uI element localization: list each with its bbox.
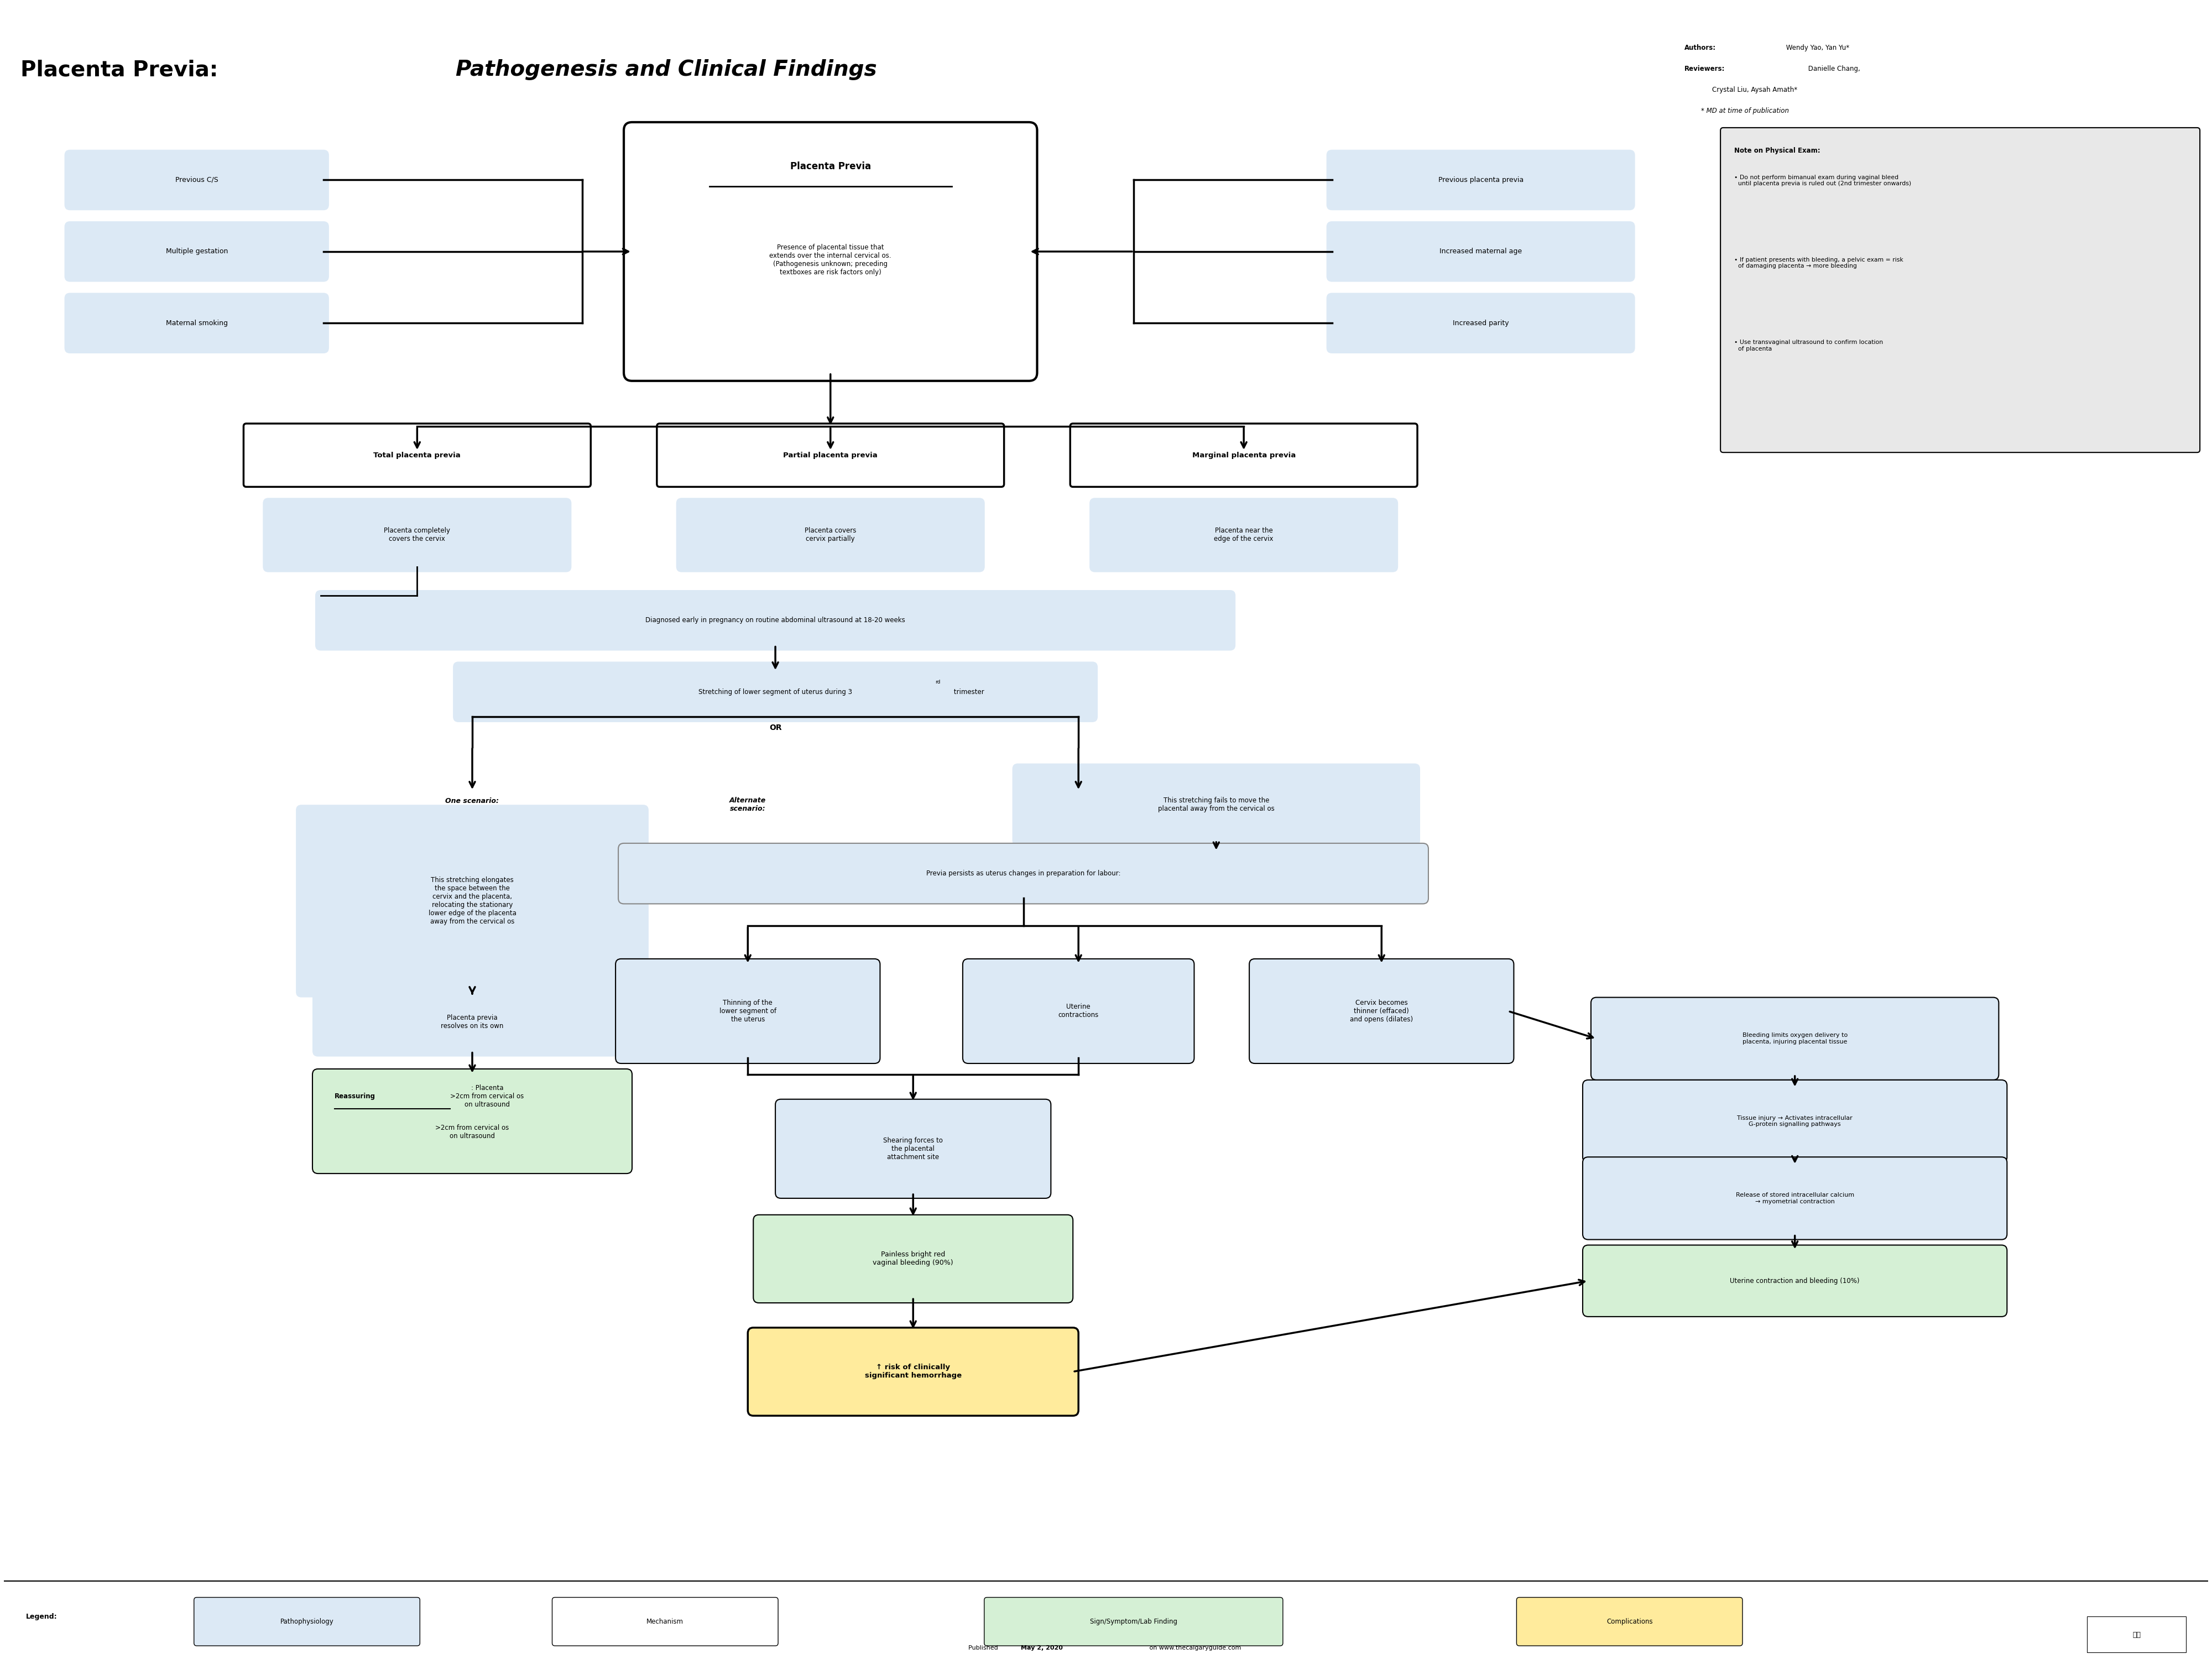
FancyBboxPatch shape <box>615 959 880 1063</box>
Text: Placenta previa
resolves on its own: Placenta previa resolves on its own <box>440 1014 504 1030</box>
Text: Thinning of the
lower segment of
the uterus: Thinning of the lower segment of the ute… <box>719 999 776 1024</box>
Text: rd: rd <box>936 680 940 685</box>
Text: Uterine contraction and bleeding (10%): Uterine contraction and bleeding (10%) <box>1730 1277 1860 1284</box>
FancyBboxPatch shape <box>619 843 1429 904</box>
Text: Marginal placenta previa: Marginal placenta previa <box>1192 451 1296 460</box>
Text: * MD at time of publication: * MD at time of publication <box>1701 108 1790 114</box>
FancyBboxPatch shape <box>243 423 591 486</box>
FancyBboxPatch shape <box>553 1598 779 1646</box>
FancyBboxPatch shape <box>624 123 1037 382</box>
Text: Previa persists as uterus changes in preparation for labour:: Previa persists as uterus changes in pre… <box>927 869 1121 878</box>
Text: • Do not perform bimanual exam during vaginal bleed
  until placenta previa is r: • Do not perform bimanual exam during va… <box>1734 174 1911 186</box>
Text: Placenta near the
edge of the cervix: Placenta near the edge of the cervix <box>1214 528 1274 542</box>
Text: OR: OR <box>770 723 781 732</box>
Text: Uterine
contractions: Uterine contractions <box>1057 1004 1099 1019</box>
FancyBboxPatch shape <box>748 1327 1079 1415</box>
Text: Multiple gestation: Multiple gestation <box>166 247 228 255</box>
FancyBboxPatch shape <box>1327 221 1635 282</box>
Text: : Placenta
>2cm from cervical os
on ultrasound: : Placenta >2cm from cervical os on ultr… <box>451 1085 524 1108</box>
FancyBboxPatch shape <box>1721 128 2201 453</box>
Text: Sign/Symptom/Lab Finding: Sign/Symptom/Lab Finding <box>1091 1618 1177 1626</box>
Text: This stretching elongates
the space between the
cervix and the placenta,
relocat: This stretching elongates the space betw… <box>429 876 515 926</box>
Text: trimester: trimester <box>951 688 984 695</box>
FancyBboxPatch shape <box>962 959 1194 1063</box>
FancyBboxPatch shape <box>984 1598 1283 1646</box>
Text: • Use transvaginal ultrasound to confirm location
  of placenta: • Use transvaginal ultrasound to confirm… <box>1734 340 1882 352</box>
FancyBboxPatch shape <box>453 662 1097 722</box>
Text: One scenario:: One scenario: <box>445 798 500 805</box>
FancyBboxPatch shape <box>312 1068 633 1173</box>
Text: This stretching fails to move the
placental away from the cervical os: This stretching fails to move the placen… <box>1157 796 1274 813</box>
Text: Placenta covers
cervix partially: Placenta covers cervix partially <box>805 528 856 542</box>
Text: >2cm from cervical os
on ultrasound: >2cm from cervical os on ultrasound <box>436 1125 509 1140</box>
Text: Reviewers:: Reviewers: <box>1686 65 1725 73</box>
FancyBboxPatch shape <box>776 1100 1051 1198</box>
Text: Cervix becomes
thinner (effaced)
and opens (dilates): Cervix becomes thinner (effaced) and ope… <box>1349 999 1413 1024</box>
Text: Stretching of lower segment of uterus during 3: Stretching of lower segment of uterus du… <box>699 688 852 695</box>
Text: Legend:: Legend: <box>27 1613 58 1621</box>
Text: Shearing forces to
the placental
attachment site: Shearing forces to the placental attachm… <box>883 1136 942 1161</box>
Text: Reassuring: Reassuring <box>334 1093 376 1100</box>
Text: Maternal smoking: Maternal smoking <box>166 320 228 327</box>
Text: Danielle Chang,: Danielle Chang, <box>1805 65 1860 73</box>
Text: Placenta Previa: Placenta Previa <box>790 161 872 171</box>
Text: Partial placenta previa: Partial placenta previa <box>783 451 878 460</box>
FancyBboxPatch shape <box>1071 423 1418 486</box>
Text: May 2, 2020: May 2, 2020 <box>1020 1646 1062 1651</box>
FancyBboxPatch shape <box>1013 763 1420 846</box>
Text: Pathogenesis and Clinical Findings: Pathogenesis and Clinical Findings <box>456 60 876 80</box>
Text: Authors:: Authors: <box>1686 45 1717 51</box>
FancyBboxPatch shape <box>1582 1080 2006 1163</box>
Text: Increased maternal age: Increased maternal age <box>1440 247 1522 255</box>
FancyBboxPatch shape <box>263 498 571 572</box>
FancyBboxPatch shape <box>1250 959 1513 1063</box>
FancyBboxPatch shape <box>296 805 648 997</box>
Text: Presence of placental tissue that
extends over the internal cervical os.
(Pathog: Presence of placental tissue that extend… <box>770 244 891 275</box>
Text: Published: Published <box>969 1646 1000 1651</box>
FancyBboxPatch shape <box>1327 149 1635 211</box>
FancyBboxPatch shape <box>195 1598 420 1646</box>
FancyBboxPatch shape <box>64 221 330 282</box>
Text: Note on Physical Exam:: Note on Physical Exam: <box>1734 148 1820 154</box>
FancyBboxPatch shape <box>2086 1616 2185 1652</box>
FancyBboxPatch shape <box>1590 997 2000 1080</box>
Text: Diagnosed early in pregnancy on routine abdominal ultrasound at 18-20 weeks: Diagnosed early in pregnancy on routine … <box>646 617 905 624</box>
FancyBboxPatch shape <box>1517 1598 1743 1646</box>
Text: Previous C/S: Previous C/S <box>175 176 219 184</box>
FancyBboxPatch shape <box>1582 1246 2006 1317</box>
FancyBboxPatch shape <box>1091 498 1398 572</box>
FancyBboxPatch shape <box>64 149 330 211</box>
Text: Complications: Complications <box>1606 1618 1652 1626</box>
FancyBboxPatch shape <box>312 987 633 1057</box>
Text: Placenta Previa:: Placenta Previa: <box>20 60 226 80</box>
FancyBboxPatch shape <box>754 1214 1073 1302</box>
FancyBboxPatch shape <box>657 423 1004 486</box>
FancyBboxPatch shape <box>677 498 984 572</box>
Text: ↑ risk of clinically
significant hemorrhage: ↑ risk of clinically significant hemorrh… <box>865 1364 962 1379</box>
Text: Crystal Liu, Aysah Amath*: Crystal Liu, Aysah Amath* <box>1712 86 1798 93</box>
FancyBboxPatch shape <box>1582 1156 2006 1239</box>
Text: Wendy Yao, Yan Yu*: Wendy Yao, Yan Yu* <box>1783 45 1849 51</box>
Text: • If patient presents with bleeding, a pelvic exam = risk
  of damaging placenta: • If patient presents with bleeding, a p… <box>1734 257 1902 269</box>
FancyBboxPatch shape <box>314 591 1237 650</box>
Text: Increased parity: Increased parity <box>1453 320 1509 327</box>
FancyBboxPatch shape <box>64 294 330 353</box>
Text: Painless bright red
vaginal bleeding (90%): Painless bright red vaginal bleeding (90… <box>874 1251 953 1266</box>
Text: Mechanism: Mechanism <box>646 1618 684 1626</box>
Text: Release of stored intracellular calcium
→ myometrial contraction: Release of stored intracellular calcium … <box>1736 1193 1854 1204</box>
Text: Total placenta previa: Total placenta previa <box>374 451 460 460</box>
Text: Bleeding limits oxygen delivery to
placenta, injuring placental tissue: Bleeding limits oxygen delivery to place… <box>1743 1032 1847 1045</box>
Text: Ⓒⓔ: Ⓒⓔ <box>2132 1631 2141 1639</box>
Text: Pathophysiology: Pathophysiology <box>281 1618 334 1626</box>
Text: Previous placenta previa: Previous placenta previa <box>1438 176 1524 184</box>
FancyBboxPatch shape <box>1327 294 1635 353</box>
Text: Tissue injury → Activates intracellular
G-protein signalling pathways: Tissue injury → Activates intracellular … <box>1736 1115 1854 1126</box>
Text: Placenta completely
covers the cervix: Placenta completely covers the cervix <box>385 528 451 542</box>
Text: on www.thecalgaryguide.com: on www.thecalgaryguide.com <box>1148 1646 1241 1651</box>
Text: Alternate
scenario:: Alternate scenario: <box>730 796 765 813</box>
